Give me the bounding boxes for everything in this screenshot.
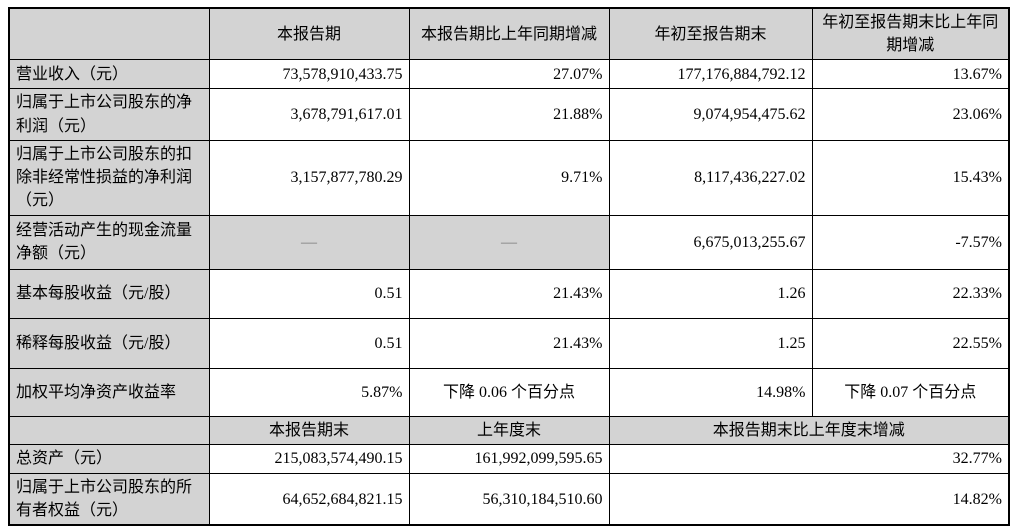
cell-yoy-change: 21.88% bbox=[408, 88, 610, 141]
cell-ytd: 8,117,436,227.02 bbox=[608, 139, 813, 216]
header-cell-ytd-yoy-change: 年初至报告期末比上年同期增减 bbox=[811, 7, 1010, 61]
header-cell-current-period-yoy-change: 本报告期比上年同期增减 bbox=[408, 7, 610, 61]
cell-current-period: 0.51 bbox=[208, 317, 410, 369]
cell-ytd: 1.25 bbox=[608, 317, 813, 369]
table-row: 稀释每股收益（元/股） 0.51 21.43% 1.25 22.55% bbox=[8, 317, 1010, 369]
cell-ytd-yoy-change: 23.06% bbox=[811, 88, 1010, 141]
cell-current-period: 3,678,791,617.01 bbox=[208, 88, 410, 141]
header-cell-ytd: 年初至报告期末 bbox=[608, 7, 813, 61]
cell-current-period: 5.87% bbox=[208, 367, 410, 417]
cell-prev-year-end: 161,992,099,595.65 bbox=[408, 443, 610, 474]
cell-current-period: — bbox=[208, 214, 410, 270]
row-label: 总资产（元） bbox=[8, 443, 210, 474]
header-cell-current-period: 本报告期 bbox=[208, 7, 410, 61]
cell-ytd: 9,074,954,475.62 bbox=[608, 88, 813, 141]
table-row: 归属于上市公司股东的所有者权益（元） 64,652,684,821.15 56,… bbox=[8, 472, 1010, 526]
cell-current-period: 3,157,877,780.29 bbox=[208, 139, 410, 216]
table-row: 归属于上市公司股东的扣除非经常性损益的净利润（元） 3,157,877,780.… bbox=[8, 139, 1010, 216]
table-row: 基本每股收益（元/股） 0.51 21.43% 1.26 22.33% bbox=[8, 268, 1010, 319]
header-cell-current-period-end: 本报告期末 bbox=[208, 415, 410, 445]
table-row: 加权平均净资产收益率 5.87% 下降 0.06 个百分点 14.98% 下降 … bbox=[8, 367, 1010, 417]
row-label: 加权平均净资产收益率 bbox=[8, 367, 210, 417]
cell-ytd-yoy-change: 22.33% bbox=[811, 268, 1010, 319]
cell-ytd: 1.26 bbox=[608, 268, 813, 319]
cell-yoy-change: 下降 0.06 个百分点 bbox=[408, 367, 610, 417]
cell-prev-year-end: 56,310,184,510.60 bbox=[408, 472, 610, 526]
cell-ytd: 14.98% bbox=[608, 367, 813, 417]
cell-current-period: 73,578,910,433.75 bbox=[208, 59, 410, 90]
table-header-row: 本报告期末 上年度末 本报告期末比上年度末增减 bbox=[8, 415, 1010, 445]
cell-yoy-change: 21.43% bbox=[408, 317, 610, 369]
row-label: 基本每股收益（元/股） bbox=[8, 268, 210, 319]
table-header-row: 本报告期 本报告期比上年同期增减 年初至报告期末 年初至报告期末比上年同期增减 bbox=[8, 7, 1010, 61]
cell-ytd-yoy-change: 13.67% bbox=[811, 59, 1010, 90]
row-label: 稀释每股收益（元/股） bbox=[8, 317, 210, 369]
cell-current-period-end: 215,083,574,490.15 bbox=[208, 443, 410, 474]
cell-yoy-change: 21.43% bbox=[408, 268, 610, 319]
cell-change-vs-prev-year-end: 14.82% bbox=[608, 472, 1010, 526]
cell-ytd-yoy-change: -7.57% bbox=[811, 214, 1010, 270]
cell-current-period-end: 64,652,684,821.15 bbox=[208, 472, 410, 526]
cell-ytd: 177,176,884,792.12 bbox=[608, 59, 813, 90]
table-row: 归属于上市公司股东的净利润（元） 3,678,791,617.01 21.88%… bbox=[8, 88, 1010, 141]
cell-yoy-change: — bbox=[408, 214, 610, 270]
cell-yoy-change: 27.07% bbox=[408, 59, 610, 90]
header-cell-change-vs-prev-year-end: 本报告期末比上年度末增减 bbox=[608, 415, 1010, 445]
cell-current-period: 0.51 bbox=[208, 268, 410, 319]
table-row: 总资产（元） 215,083,574,490.15 161,992,099,59… bbox=[8, 443, 1010, 474]
row-label: 归属于上市公司股东的净利润（元） bbox=[8, 88, 210, 141]
cell-ytd: 6,675,013,255.67 bbox=[608, 214, 813, 270]
header-cell-blank bbox=[8, 7, 210, 61]
cell-yoy-change: 9.71% bbox=[408, 139, 610, 216]
financial-summary-table: 本报告期 本报告期比上年同期增减 年初至报告期末 年初至报告期末比上年同期增减 … bbox=[8, 7, 1010, 526]
row-label: 归属于上市公司股东的扣除非经常性损益的净利润（元） bbox=[8, 139, 210, 216]
table-row: 营业收入（元） 73,578,910,433.75 27.07% 177,176… bbox=[8, 59, 1010, 90]
row-label: 营业收入（元） bbox=[8, 59, 210, 90]
cell-ytd-yoy-change: 15.43% bbox=[811, 139, 1010, 216]
cell-ytd-yoy-change: 22.55% bbox=[811, 317, 1010, 369]
cell-ytd-yoy-change: 下降 0.07 个百分点 bbox=[811, 367, 1010, 417]
table-row: 经营活动产生的现金流量净额（元） — — 6,675,013,255.67 -7… bbox=[8, 214, 1010, 270]
cell-change-vs-prev-year-end: 32.77% bbox=[608, 443, 1010, 474]
row-label: 经营活动产生的现金流量净额（元） bbox=[8, 214, 210, 270]
header-cell-prev-year-end: 上年度末 bbox=[408, 415, 610, 445]
row-label: 归属于上市公司股东的所有者权益（元） bbox=[8, 472, 210, 526]
header-cell-blank bbox=[8, 415, 210, 445]
